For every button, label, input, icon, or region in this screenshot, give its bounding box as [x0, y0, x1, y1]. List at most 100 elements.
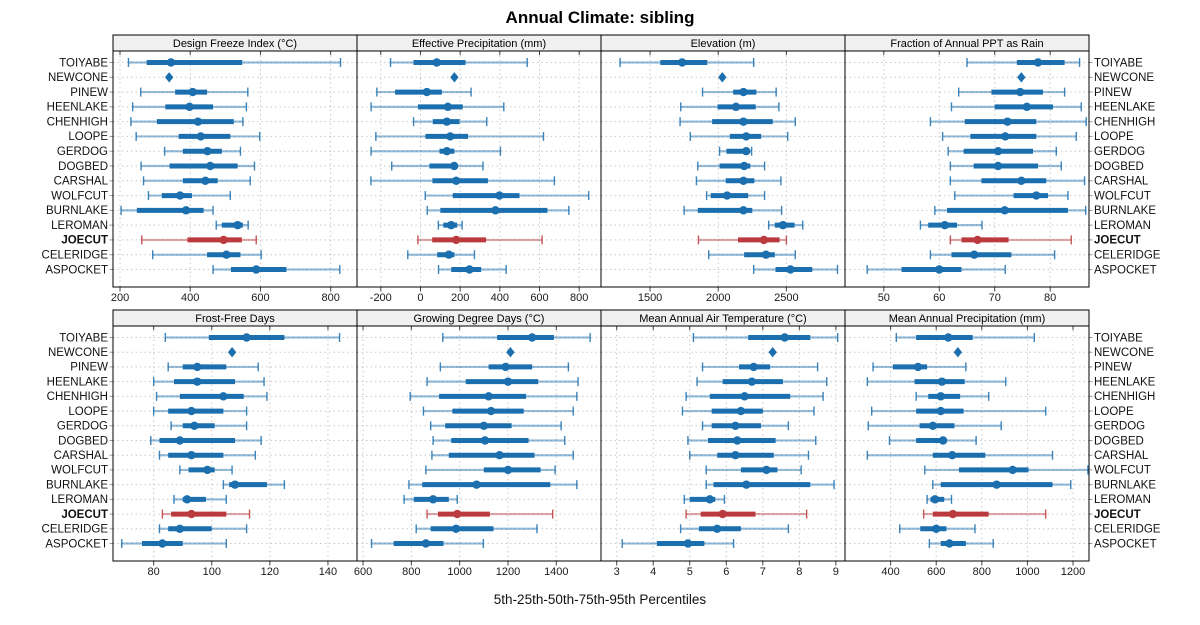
- site-label-right: CARSHAL: [1094, 176, 1149, 188]
- percentile-row-carshal: [689, 450, 810, 460]
- percentile-row-dogbed: [391, 161, 484, 171]
- percentile-row-wolfcut: [924, 465, 1089, 475]
- percentile-row-heenlake: [696, 377, 828, 387]
- median-dot: [677, 58, 687, 67]
- median-dot: [740, 392, 749, 401]
- percentile-row-gerdog: [163, 146, 242, 156]
- median-dot: [749, 362, 758, 372]
- x-tick-label: 600: [927, 566, 945, 578]
- median-dot: [778, 220, 788, 230]
- median-dot: [193, 117, 203, 126]
- median-dot: [930, 495, 940, 504]
- percentile-row-burnlake: [426, 205, 570, 215]
- percentile-row-toiyabe: [127, 58, 342, 67]
- site-label-right: HEENLAKE: [1094, 102, 1156, 114]
- percentile-row-carshal: [949, 176, 1086, 186]
- median-dot: [201, 176, 210, 185]
- x-tick-label: 600: [251, 292, 269, 304]
- median-dot: [188, 87, 197, 97]
- median-dot: [761, 250, 771, 259]
- median-dot: [970, 250, 979, 259]
- median-dot: [158, 539, 167, 548]
- median-dot: [1008, 465, 1017, 475]
- median-dot: [182, 495, 192, 504]
- median-dot: [480, 436, 490, 445]
- site-label-right: CELERIDGE: [1094, 250, 1161, 262]
- percentile-row-celeridge: [929, 250, 1056, 260]
- percentile-row-gerdog: [718, 146, 753, 156]
- x-tick-label: 140: [319, 566, 337, 578]
- median-dot: [739, 87, 748, 97]
- x-tick-label: 100: [203, 566, 221, 578]
- x-tick-label: 200: [111, 292, 129, 304]
- median-dot: [747, 377, 757, 386]
- percentile-row-loope: [375, 131, 545, 141]
- percentile-row-joecut: [949, 235, 1072, 245]
- median-dot: [428, 495, 438, 504]
- percentile-row-newcone: [768, 347, 777, 358]
- median-dot: [780, 333, 789, 342]
- percentile-row-gerdog: [370, 146, 502, 156]
- median-dot: [203, 465, 212, 475]
- percentile-row-pinew: [376, 87, 472, 97]
- percentile-row-joecut: [922, 509, 1047, 519]
- x-tick-label: 4: [650, 566, 656, 578]
- x-tick-label: 800: [321, 292, 339, 304]
- panel-border: [600, 325, 846, 562]
- percentile-row-loope: [422, 406, 574, 416]
- percentile-row-dogbed: [697, 161, 766, 171]
- percentile-row-wolfcut: [179, 465, 233, 475]
- percentile-row-dogbed: [432, 436, 566, 445]
- median-dot: [1001, 132, 1010, 141]
- panel-title: Fraction of Annual PPT as Rain: [890, 38, 1043, 50]
- median-dot: [936, 392, 945, 401]
- median-dot: [187, 509, 196, 519]
- median-dot: [185, 102, 194, 112]
- percentile-row-heenlake: [866, 377, 1007, 387]
- chart-title: Annual Climate: sibling: [506, 8, 695, 27]
- percentile-row-chenhigh: [409, 391, 578, 401]
- site-label-left: GERDOG: [57, 421, 108, 433]
- percentile-row-heenlake: [131, 102, 248, 112]
- median-dot: [948, 509, 958, 519]
- percentile-row-gerdog: [867, 421, 1002, 431]
- percentile-row-burnlake: [222, 480, 286, 490]
- percentile-row-celeridge: [151, 250, 262, 260]
- site-label-right: WOLFCUT: [1094, 190, 1151, 202]
- percentile-row-newcone: [1017, 72, 1026, 83]
- x-tick-label: 1500: [638, 292, 662, 304]
- percentile-row-leroman: [683, 494, 726, 504]
- median-dot: [479, 421, 489, 430]
- percentile-row-pinew: [957, 87, 1066, 97]
- percentile-row-toiyabe: [442, 333, 591, 342]
- median-dot: [731, 102, 741, 112]
- percentile-row-joecut: [697, 235, 788, 245]
- percentile-row-aspocket: [437, 265, 507, 274]
- x-tick-label: 120: [261, 566, 279, 578]
- median-dot: [233, 220, 242, 230]
- percentile-row-dogbed: [888, 436, 977, 445]
- site-label-right: ASPOCKET: [1094, 538, 1157, 550]
- site-label-left: PINEW: [70, 362, 108, 374]
- single-value-diamond: [718, 72, 727, 83]
- single-value-diamond: [953, 347, 963, 358]
- x-tick-label: 2500: [774, 292, 798, 304]
- percentile-row-dogbed: [949, 161, 1062, 171]
- percentile-row-aspocket: [866, 265, 1006, 274]
- site-label-left: WOLFCUT: [51, 465, 108, 477]
- percentile-row-joecut: [426, 509, 554, 519]
- median-dot: [712, 524, 722, 533]
- panel-frost-free-days: Frost-Free Days 80 100 120 140: [109, 309, 358, 578]
- percentile-row-leroman: [919, 220, 983, 230]
- median-dot: [722, 191, 732, 200]
- site-label-right: DOGBED: [1094, 161, 1144, 173]
- site-label-left: DOGBED: [58, 161, 108, 173]
- median-dot: [495, 191, 504, 200]
- single-value-diamond: [450, 72, 459, 83]
- median-dot: [187, 406, 196, 416]
- site-label-right: LOOPE: [1094, 131, 1134, 143]
- x-tick-label: 7: [760, 566, 766, 578]
- percentile-row-celeridge: [679, 524, 790, 534]
